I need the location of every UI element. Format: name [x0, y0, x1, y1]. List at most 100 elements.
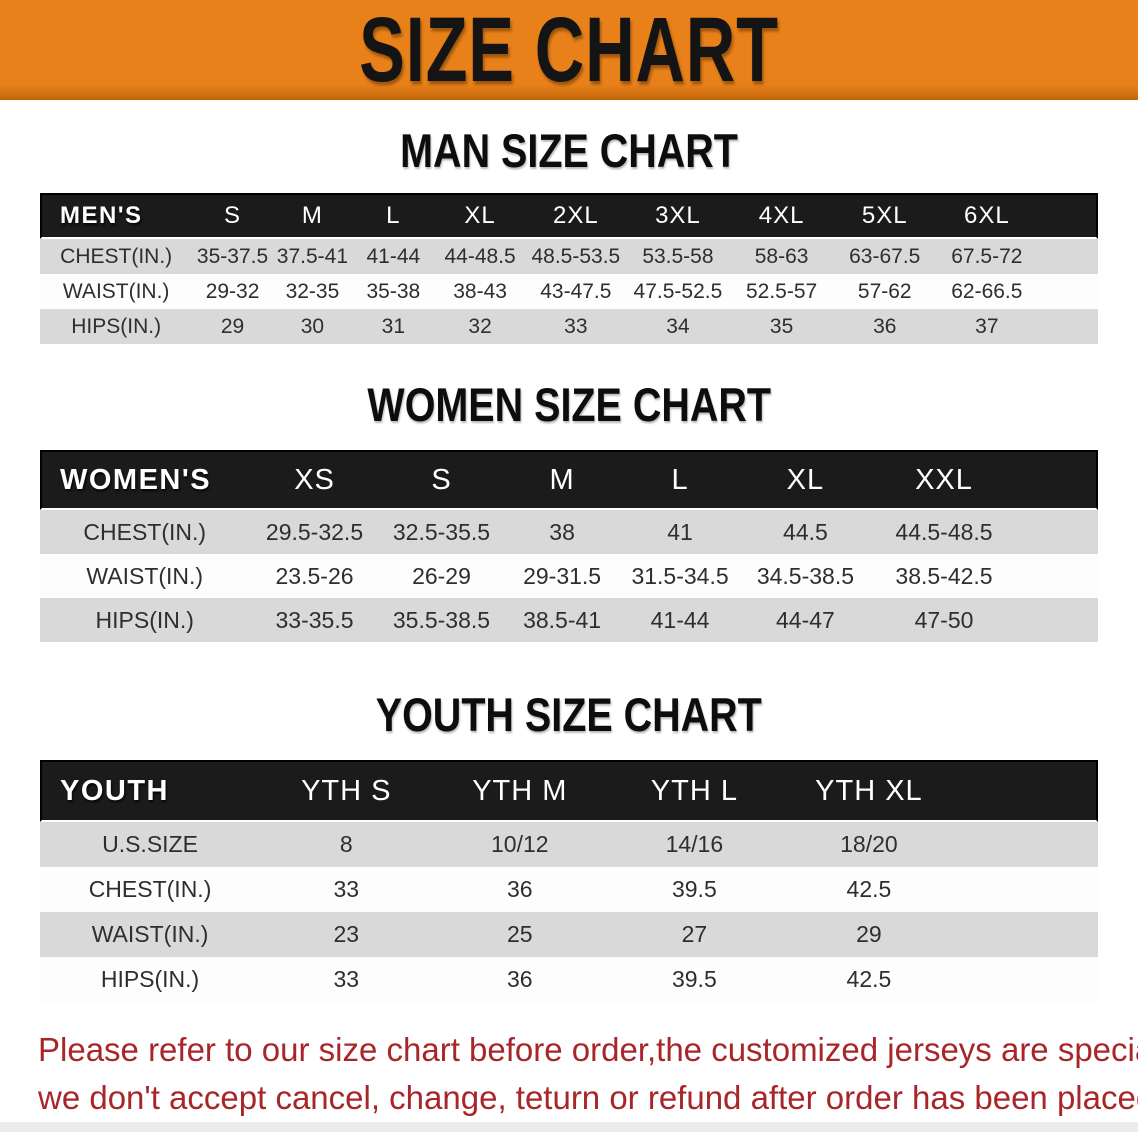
youth-row-chest-in: CHEST(IN.) 33 36 39.5 42.5: [40, 867, 1098, 912]
measurement-cell: 37.5-41: [272, 239, 353, 274]
measurement-cell: 23: [260, 912, 433, 957]
youth-section-heading: YOUTH SIZE CHART: [0, 690, 1138, 740]
measurement-cell: 38.5-41: [503, 598, 621, 642]
section-women: WOMEN SIZE CHART WOMEN'S XS S M L XL XXL CHEST(I…: [0, 380, 1138, 642]
measurement-cell: 33: [525, 309, 627, 344]
measurement-cell: 38.5-42.5: [871, 554, 1017, 598]
measurement-cell: 36: [833, 309, 937, 344]
youth-row-label-u-s-size: U.S.SIZE: [40, 822, 261, 867]
men-size-header-2xl: 2XL: [525, 193, 627, 239]
section-men: MAN SIZE CHART MEN'S S M L XL 2XL 3XL 4XL 5XL 6XL C…: [0, 126, 1138, 344]
measurement-cell: 42.5: [781, 867, 957, 912]
women-size-header-xl: XL: [739, 450, 872, 510]
women-section-heading-text: WOMEN SIZE CHART: [367, 378, 771, 431]
measurement-cell: 34: [626, 309, 730, 344]
measurement-cell: 62-66.5: [936, 274, 1038, 309]
measurement-cell: 23.5-26: [249, 554, 380, 598]
men-row-label-chest-in: CHEST(IN.): [40, 239, 193, 274]
men-size-header-xl: XL: [434, 193, 526, 239]
women-size-header-l: L: [620, 450, 740, 510]
measurement-cell: 32.5-35.5: [379, 510, 504, 554]
measurement-cell: 10/12: [432, 822, 608, 867]
measurement-cell: 33-35.5: [249, 598, 380, 642]
spacer-cell: [956, 822, 1098, 867]
women-section-heading: WOMEN SIZE CHART: [0, 380, 1138, 430]
measurement-cell: 14/16: [607, 822, 782, 867]
measurement-cell: 43-47.5: [525, 274, 627, 309]
measurement-cell: 18/20: [781, 822, 957, 867]
disclaimer-line-1: Please refer to our size chart before or…: [38, 1031, 1138, 1068]
spacer-cell: [1016, 450, 1098, 510]
measurement-cell: 44-47: [739, 598, 872, 642]
spacer-cell: [956, 912, 1098, 957]
measurement-cell: 33: [260, 957, 433, 1002]
men-size-header-s: S: [192, 193, 273, 239]
measurement-cell: 48.5-53.5: [525, 239, 627, 274]
men-row-waist-in: WAIST(IN.) 29-32 32-35 35-38 38-43 43-47.5 47.…: [40, 274, 1098, 309]
youth-size-header-yth-m: YTH M: [432, 760, 608, 822]
women-group-label: WOMEN'S: [40, 450, 250, 510]
women-size-table: WOMEN'S XS S M L XL XXL CHEST(IN.) 29.5-32.5 32.5…: [40, 450, 1098, 642]
spacer-cell: [1016, 598, 1098, 642]
measurement-cell: 67.5-72: [936, 239, 1038, 274]
spacer-cell: [1037, 309, 1098, 344]
measurement-cell: 29-31.5: [503, 554, 621, 598]
youth-size-header-yth-xl: YTH XL: [781, 760, 957, 822]
spacer-cell: [1037, 239, 1098, 274]
men-size-header-6xl: 6XL: [936, 193, 1038, 239]
measurement-cell: 39.5: [607, 867, 782, 912]
spacer-cell: [956, 760, 1098, 822]
youth-row-u-s-size: U.S.SIZE 8 10/12 14/16 18/20: [40, 822, 1098, 867]
measurement-cell: 37: [936, 309, 1038, 344]
women-size-header-xxl: XXL: [871, 450, 1017, 510]
banner: SIZE CHART: [0, 0, 1138, 100]
measurement-cell: 38: [503, 510, 621, 554]
men-size-header-3xl: 3XL: [626, 193, 730, 239]
measurement-cell: 57-62: [833, 274, 937, 309]
measurement-cell: 38-43: [434, 274, 526, 309]
section-youth: YOUTH SIZE CHART YOUTH YTH S YTH M YTH L YTH …: [0, 690, 1138, 1002]
measurement-cell: 58-63: [729, 239, 834, 274]
measurement-cell: 32-35: [272, 274, 353, 309]
men-row-label-hips-in: HIPS(IN.): [40, 309, 193, 344]
measurement-cell: 39.5: [607, 957, 782, 1002]
measurement-cell: 26-29: [379, 554, 504, 598]
measurement-cell: 8: [260, 822, 433, 867]
measurement-cell: 25: [432, 912, 608, 957]
men-row-label-waist-in: WAIST(IN.): [40, 274, 193, 309]
men-header-row: MEN'S S M L XL 2XL 3XL 4XL 5XL 6XL: [40, 193, 1098, 239]
youth-size-header-yth-l: YTH L: [607, 760, 782, 822]
women-size-header-m: M: [503, 450, 621, 510]
measurement-cell: 35: [729, 309, 834, 344]
spacer-cell: [956, 957, 1098, 1002]
spacer-cell: [1016, 554, 1098, 598]
measurement-cell: 32: [434, 309, 526, 344]
men-size-header-m: M: [272, 193, 353, 239]
spacer-cell: [1037, 274, 1098, 309]
measurement-cell: 33: [260, 867, 433, 912]
measurement-cell: 27: [607, 912, 782, 957]
youth-header-row: YOUTH YTH S YTH M YTH L YTH XL: [40, 760, 1098, 822]
men-size-header-5xl: 5XL: [833, 193, 937, 239]
spacer-cell: [956, 867, 1098, 912]
measurement-cell: 41-44: [620, 598, 740, 642]
measurement-cell: 30: [272, 309, 353, 344]
measurement-cell: 35-38: [352, 274, 435, 309]
measurement-cell: 44-48.5: [434, 239, 526, 274]
measurement-cell: 36: [432, 867, 608, 912]
spacer-cell: [1016, 510, 1098, 554]
measurement-cell: 41-44: [352, 239, 435, 274]
bottom-edge-strip: [0, 1122, 1138, 1132]
measurement-cell: 35-37.5: [192, 239, 273, 274]
women-row-label-waist-in: WAIST(IN.): [40, 554, 250, 598]
measurement-cell: 44.5: [739, 510, 872, 554]
women-row-hips-in: HIPS(IN.) 33-35.5 35.5-38.5 38.5-41 41-44 44-…: [40, 598, 1098, 642]
men-row-chest-in: CHEST(IN.) 35-37.5 37.5-41 41-44 44-48.5 48.5…: [40, 239, 1098, 274]
women-size-header-s: S: [379, 450, 504, 510]
banner-title: SIZE CHART: [359, 0, 779, 101]
measurement-cell: 36: [432, 957, 608, 1002]
measurement-cell: 63-67.5: [833, 239, 937, 274]
women-size-header-xs: XS: [249, 450, 380, 510]
measurement-cell: 29-32: [192, 274, 273, 309]
